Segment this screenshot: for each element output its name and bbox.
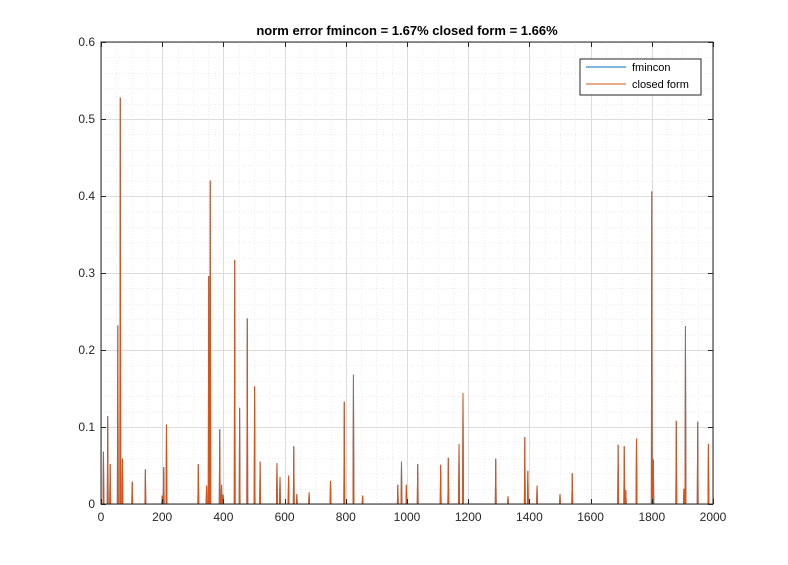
legend-box — [579, 58, 702, 96]
x-tick-label: 1600 — [577, 510, 604, 524]
y-tick-label: 0.2 — [78, 343, 95, 357]
series-line — [101, 97, 713, 505]
legend: fmincon closed form — [579, 58, 702, 96]
x-tick-label: 0 — [98, 510, 105, 524]
y-tick-label: 0.1 — [78, 420, 95, 434]
x-tick-label: 400 — [213, 510, 233, 524]
x-tick-label: 1200 — [455, 510, 482, 524]
x-tick-labels: 0 200 400 600 800 1000 1200 1400 1600 1800 2000 — [98, 510, 727, 524]
y-tick-labels: 0 0.1 0.2 0.3 0.4 0.5 0.6 — [78, 35, 95, 511]
chart-title: norm error fmincon = 1.67% closed form =… — [256, 23, 558, 38]
x-tick-label: 1800 — [638, 510, 665, 524]
plot-area: 0 200 400 600 800 1000 1200 1400 1600 1800 2000 00… — [78, 35, 726, 524]
axis-ticks — [101, 42, 714, 505]
y-tick-label: 0 — [88, 497, 95, 511]
y-tick-label: 0.4 — [78, 189, 95, 203]
y-tick-label: 0.3 — [78, 266, 95, 280]
x-tick-label: 2000 — [700, 510, 727, 524]
x-tick-label: 600 — [275, 510, 295, 524]
legend-label-fmincon: fmincon — [632, 62, 671, 74]
x-tick-label: 1400 — [516, 510, 543, 524]
legend-label-closed-form: closed form — [632, 79, 689, 91]
x-tick-label: 1000 — [394, 510, 421, 524]
series-layer — [101, 97, 713, 505]
x-tick-label: 800 — [336, 510, 356, 524]
y-tick-label: 0.5 — [78, 112, 95, 126]
y-tick-label: 0.6 — [78, 35, 95, 49]
x-tick-label: 200 — [152, 510, 172, 524]
series-closed-form — [101, 97, 713, 505]
